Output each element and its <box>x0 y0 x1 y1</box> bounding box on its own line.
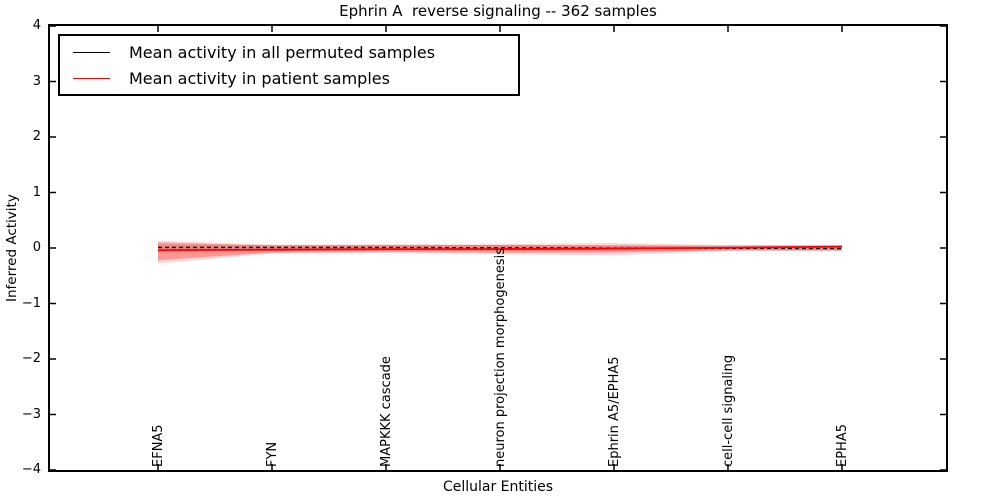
legend-entry: Mean activity in patient samples <box>60 69 518 88</box>
y-tick-label: −3 <box>21 406 41 422</box>
x-tick-label: EFNA5 <box>151 424 166 467</box>
y-tick-label: −4 <box>21 462 41 477</box>
patient-samples-band-outer <box>158 240 842 264</box>
y-tick-label: −1 <box>21 295 41 311</box>
x-tick-label: cell-cell signaling <box>721 354 736 467</box>
legend-entry: Mean activity in all permuted samples <box>60 43 518 62</box>
x-tick-label: FYN <box>265 441 280 467</box>
x-tick-label: neuron projection morphogenesis <box>493 248 508 467</box>
plot-area <box>48 24 948 472</box>
y-tick-label: 3 <box>32 73 41 89</box>
x-tick-label: Ephrin A5/EPHA5 <box>607 356 622 467</box>
series-line-patient <box>157 245 843 252</box>
legend-line-sample <box>73 51 110 53</box>
legend-label: Mean activity in patient samples <box>129 68 390 88</box>
chart-title: Ephrin A reverse signaling -- 362 sample… <box>339 2 657 20</box>
y-tick-label: 1 <box>32 184 41 200</box>
x-axis-label: Cellular Entities <box>442 479 554 495</box>
legend-line-sample <box>73 77 110 79</box>
legend-label: Mean activity in all permuted samples <box>129 42 436 62</box>
y-tick-label: −2 <box>21 351 41 366</box>
y-tick-label: 0 <box>32 240 41 255</box>
y-tick-label: 4 <box>32 18 41 33</box>
x-tick-label: MAPKKK cascade <box>379 356 394 467</box>
y-tick-label: 2 <box>32 129 41 144</box>
x-tick-label: EPHA5 <box>835 424 850 467</box>
legend: Mean activity in all permuted samples Mea… <box>58 34 520 96</box>
